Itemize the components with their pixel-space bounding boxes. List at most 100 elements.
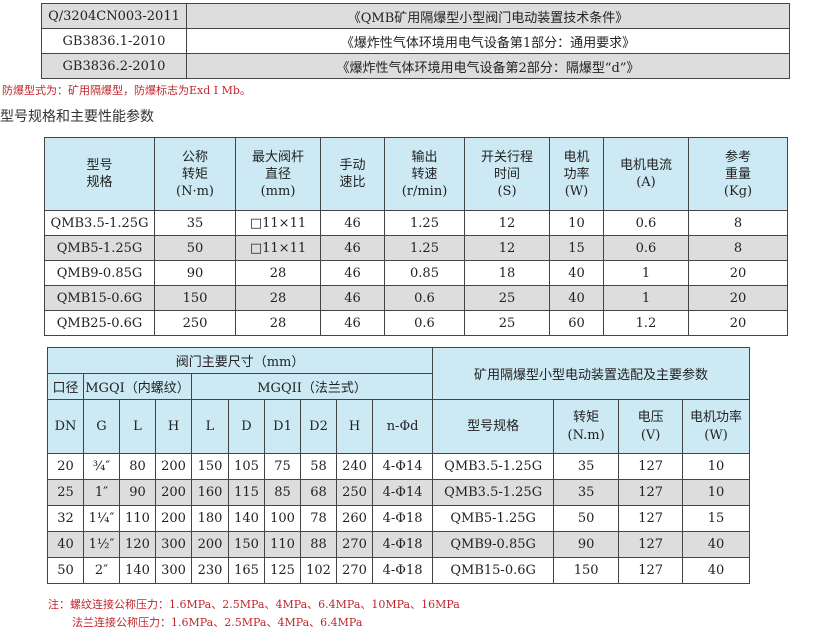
table-cell: 200	[155, 505, 192, 532]
column-header: 型号规格	[44, 137, 155, 211]
table-cell: 20	[688, 285, 788, 311]
table-cell: 40	[47, 531, 84, 558]
column-header: 手动 速比	[320, 137, 385, 211]
standard-code: GB3836.2-2010	[41, 53, 187, 79]
table-cell: 1.25	[384, 235, 465, 261]
table-cell: 50	[553, 505, 620, 532]
table-cell: 40	[549, 285, 604, 311]
table-cell: 120	[119, 531, 156, 558]
table-cell: 28	[235, 260, 321, 286]
table-cell: 78	[300, 505, 337, 532]
table-cell: QMB9-0.85G	[44, 260, 155, 286]
table-cell: 127	[618, 479, 684, 506]
table-cell: 4-Φ18	[371, 531, 434, 558]
column-header: 电机功率(W)	[549, 137, 604, 211]
table-cell: 4-Φ18	[371, 505, 434, 532]
table-cell: QMB15-0.6G	[44, 285, 155, 311]
dimension-table: 阀门主要尺寸（mm） 矿用隔爆型小型电动装置选配及主要参数 口径 MGQI（内螺…	[46, 347, 750, 584]
table-row: QMB3.5-1.25G 35 □11×11 46 1.25 12 10 0.6 8	[44, 210, 788, 236]
table-cell: 46	[320, 235, 385, 261]
standard-title: 《爆炸性气体环境用电气设备第1部分：通用要求》	[186, 28, 790, 54]
table-cell: 35	[553, 453, 620, 480]
table-cell: 180	[191, 505, 229, 532]
table-cell: 150	[553, 557, 620, 584]
table-cell: 20	[688, 260, 788, 286]
table-cell: 0.6	[384, 310, 465, 336]
table-cell: 25	[47, 479, 84, 506]
table-cell: 10	[682, 453, 750, 480]
table-cell: QMB25-0.6G	[44, 310, 155, 336]
table-cell: 15	[682, 505, 750, 532]
table-cell: 127	[618, 453, 684, 480]
table-cell: 110	[264, 531, 301, 558]
standard-row: GB3836.2-2010 《爆炸性气体环境用电气设备第2部分：隔爆型“d”》	[41, 53, 790, 79]
table-cell: QMB3.5-1.25G	[44, 210, 155, 236]
table-cell: 12	[464, 235, 550, 261]
table-cell: 75	[264, 453, 301, 480]
table-cell: 160	[191, 479, 229, 506]
table-cell: 28	[235, 285, 321, 311]
column-header: L	[191, 399, 229, 454]
table-cell: 4-Φ14	[371, 479, 434, 506]
table-cell: 200	[155, 453, 192, 480]
table-cell: 46	[320, 260, 385, 286]
table-cell: ¾″	[83, 453, 120, 480]
table-cell: 250	[154, 310, 236, 336]
table-cell: 150	[191, 453, 229, 480]
table-cell: 46	[320, 210, 385, 236]
column-header: L	[119, 399, 156, 454]
table-cell: 127	[618, 531, 684, 558]
selection-title: 矿用隔爆型小型电动装置选配及主要参数	[432, 347, 750, 400]
table-cell: 240	[336, 453, 373, 480]
table-cell: 1	[603, 285, 689, 311]
standard-row: GB3836.1-2010 《爆炸性气体环境用电气设备第1部分：通用要求》	[41, 28, 790, 54]
table-cell: 140	[228, 505, 265, 532]
table-cell: 50	[47, 557, 84, 584]
section-heading: 型号规格和主要性能参数	[0, 109, 154, 125]
table-cell: 40	[549, 260, 604, 286]
table-cell: 25	[464, 310, 550, 336]
table-cell: 50	[154, 235, 236, 261]
column-header: D1	[264, 399, 301, 454]
table-cell: 230	[191, 557, 229, 584]
bore-label: 口径	[47, 373, 84, 400]
table-cell: 0.6	[384, 285, 465, 311]
flange-pressure-note: 法兰连接公称压力：1.6MPa、2.5MPa、4MPa、6.4MPa	[72, 616, 363, 629]
table-cell: QMB9-0.85G	[432, 531, 555, 558]
table-cell: 0.6	[603, 210, 689, 236]
table-cell: 300	[155, 557, 192, 584]
column-header: 型号规格	[432, 399, 555, 454]
table-cell: 1″	[83, 479, 120, 506]
table-cell: 20	[47, 453, 84, 480]
explosion-proof-note: 防爆型式为：矿用隔爆型，防爆标志为Exd I Mb。	[2, 84, 251, 97]
column-header: D2	[300, 399, 337, 454]
table-cell: 1¼″	[83, 505, 120, 532]
column-header: D	[228, 399, 265, 454]
table-cell: □11×11	[235, 210, 321, 236]
table-cell: 2″	[83, 557, 120, 584]
table-row: QMB5-1.25G 50 □11×11 46 1.25 12 15 0.6 8	[44, 235, 788, 261]
standard-title: 《爆炸性气体环境用电气设备第2部分：隔爆型“d”》	[186, 53, 790, 79]
column-header: 参考 重量 (Kg)	[688, 137, 788, 211]
table-cell: 127	[618, 557, 684, 584]
table-cell: 85	[264, 479, 301, 506]
table-cell: 115	[228, 479, 265, 506]
table-cell: 110	[119, 505, 156, 532]
column-header: 输出 转速 (r/min)	[384, 137, 465, 211]
table-cell: 10	[549, 210, 604, 236]
table-cell: 270	[336, 531, 373, 558]
table-cell: 8	[688, 210, 788, 236]
table-cell: 4-Φ14	[371, 453, 434, 480]
table-cell: 12	[464, 210, 550, 236]
table-cell: 200	[155, 479, 192, 506]
table-cell: 4-Φ18	[371, 557, 434, 584]
column-header: n-Φd	[371, 399, 434, 454]
column-header: H	[155, 399, 192, 454]
column-header: 开关行程 时间 (S)	[464, 137, 550, 211]
table-cell: 40	[682, 557, 750, 584]
table-cell: 150	[154, 285, 236, 311]
table-cell: 100	[264, 505, 301, 532]
table-cell: 90	[154, 260, 236, 286]
table-cell: 102	[300, 557, 337, 584]
